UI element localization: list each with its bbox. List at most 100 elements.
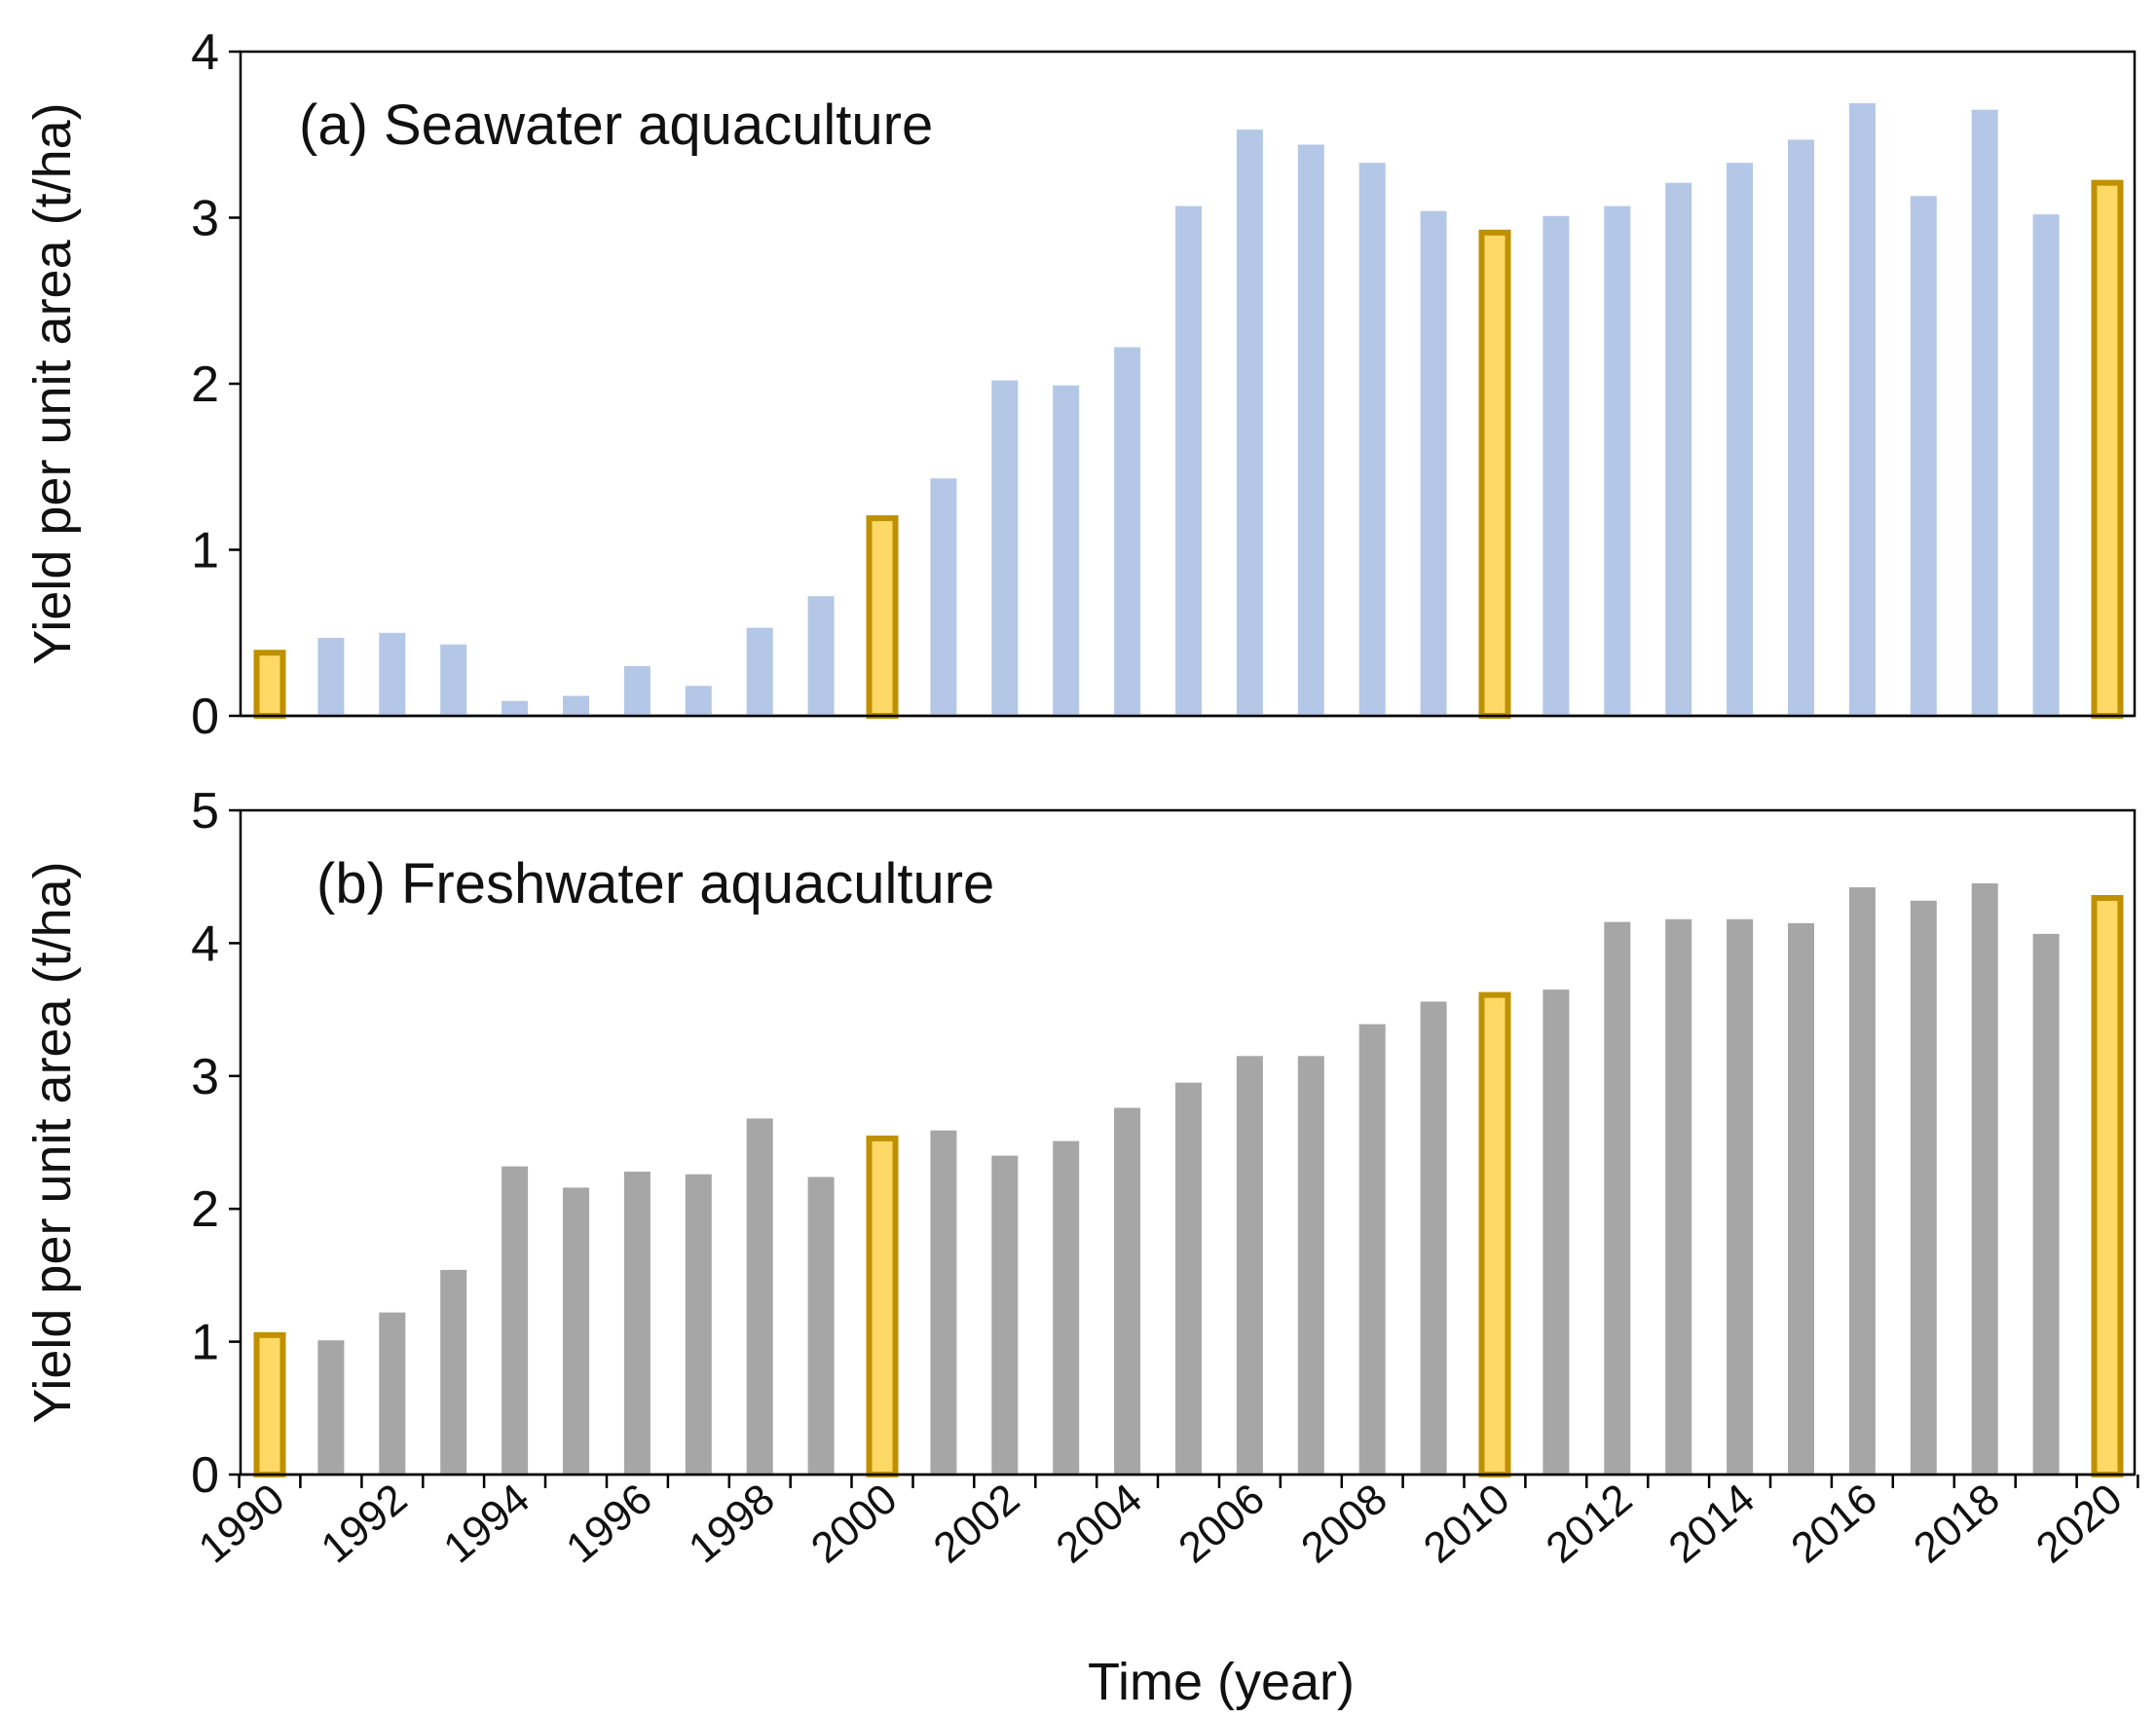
seawater-y-tick-label-2: 2 <box>191 356 219 413</box>
freshwater-bar-2009 <box>1420 1001 1447 1475</box>
seawater-bar-1991 <box>317 637 345 716</box>
freshwater-bar-2000 <box>866 1135 899 1478</box>
freshwater-bar-2013 <box>1665 918 1692 1475</box>
freshwater-bar-1990 <box>253 1331 286 1478</box>
freshwater-y-tick-label-4: 4 <box>191 916 219 972</box>
seawater-y-tick-label-3: 3 <box>191 191 219 247</box>
seawater-bar-2005 <box>1175 206 1202 717</box>
x-tick-label-2018: 2018 <box>1905 1475 2008 1572</box>
x-tick-label-1996: 1996 <box>557 1475 660 1572</box>
x-tick-label-2006: 2006 <box>1170 1475 1273 1572</box>
seawater-bar-1999 <box>807 596 835 716</box>
seawater-bar-1996 <box>623 665 651 716</box>
seawater-bar-2004 <box>1114 347 1141 716</box>
freshwater-bar-2002 <box>991 1155 1019 1475</box>
freshwater-bar-2017 <box>1910 900 1937 1475</box>
seawater-bar-1998 <box>746 627 773 716</box>
seawater-bar-2018 <box>1971 109 1998 716</box>
freshwater-bar-1996 <box>623 1172 651 1475</box>
seawater-y-ticks: 0 1 2 3 4 <box>191 24 241 745</box>
freshwater-bar-2006 <box>1236 1056 1263 1475</box>
freshwater-y-tick-label-2: 2 <box>191 1181 219 1238</box>
freshwater-bar-2007 <box>1297 1056 1324 1475</box>
seawater-bar-2020 <box>2091 179 2124 719</box>
x-tick-label-2002: 2002 <box>925 1475 1028 1572</box>
freshwater-bar-2008 <box>1358 1024 1386 1475</box>
freshwater-bars <box>253 883 2124 1478</box>
freshwater-panel-title: (b) Freshwater aquaculture <box>316 852 994 916</box>
x-tick-label-2004: 2004 <box>1048 1475 1151 1572</box>
freshwater-bar-1999 <box>807 1177 835 1475</box>
freshwater-bar-2003 <box>1053 1140 1080 1475</box>
seawater-bar-2010 <box>1478 229 1511 720</box>
freshwater-bar-2010 <box>1478 991 1511 1477</box>
freshwater-y-tick-label-3: 3 <box>191 1049 219 1105</box>
seawater-bar-2017 <box>1910 196 1937 717</box>
x-tick-label-2008: 2008 <box>1292 1475 1395 1572</box>
x-tick-label-2010: 2010 <box>1415 1475 1518 1572</box>
seawater-bar-2016 <box>1848 102 1876 716</box>
x-axis-title: Time (year) <box>1088 1653 1355 1711</box>
freshwater-x-ticks: 1990 1992 1994 1996 1998 2000 2002 2004 2006 2008… <box>190 1475 2139 1573</box>
freshwater-bar-2015 <box>1788 922 1814 1475</box>
freshwater-bar-2014 <box>1727 918 1754 1475</box>
x-tick-label-2000: 2000 <box>802 1475 906 1572</box>
seawater-bar-1997 <box>685 686 712 716</box>
x-tick-label-1992: 1992 <box>313 1475 416 1572</box>
seawater-bar-2000 <box>866 515 899 719</box>
freshwater-panel: 0 1 2 3 4 5 1990 1992 1994 1996 1998 2000 2002 2004 2… <box>23 783 2139 1711</box>
x-tick-label-1998: 1998 <box>680 1475 783 1572</box>
seawater-bar-2006 <box>1236 130 1263 717</box>
x-tick-label-1994: 1994 <box>435 1475 539 1572</box>
seawater-bar-2008 <box>1358 163 1386 716</box>
seawater-y-tick-label-0: 0 <box>191 689 219 745</box>
x-tick-label-2012: 2012 <box>1538 1475 1641 1572</box>
x-tick-label-2016: 2016 <box>1782 1475 1885 1572</box>
seawater-y-tick-label-1: 1 <box>191 523 219 579</box>
freshwater-bar-2011 <box>1543 990 1570 1475</box>
freshwater-bar-2005 <box>1175 1082 1202 1475</box>
freshwater-bar-2018 <box>1971 883 1998 1475</box>
seawater-bars <box>253 102 2124 720</box>
seawater-bar-1990 <box>253 650 286 720</box>
freshwater-bar-2001 <box>930 1130 957 1475</box>
seawater-bar-1994 <box>502 700 529 716</box>
freshwater-y-axis-title: Yield per unit area (t/ha) <box>23 861 82 1423</box>
freshwater-bar-1991 <box>317 1340 345 1475</box>
seawater-bar-1993 <box>440 644 467 716</box>
seawater-bar-2013 <box>1665 182 1692 716</box>
seawater-bar-2012 <box>1604 206 1631 717</box>
seawater-bar-1992 <box>379 632 406 717</box>
freshwater-bar-2016 <box>1848 887 1876 1475</box>
freshwater-bar-1997 <box>685 1174 712 1475</box>
seawater-y-axis-title: Yield per unit area (t/ha) <box>23 102 82 664</box>
freshwater-bar-2004 <box>1114 1107 1141 1475</box>
seawater-bar-2002 <box>991 380 1019 716</box>
seawater-panel-title: (a) Seawater aquaculture <box>299 93 933 157</box>
freshwater-bar-1995 <box>563 1187 589 1475</box>
freshwater-bar-2012 <box>1604 921 1631 1475</box>
x-tick-label-2014: 2014 <box>1660 1475 1764 1572</box>
seawater-bar-2011 <box>1543 215 1570 717</box>
freshwater-bar-2019 <box>2032 933 2060 1475</box>
seawater-panel: 0 1 2 3 4 (a) Seawater aquaculture Yield per… <box>23 24 2137 745</box>
seawater-y-tick-label-4: 4 <box>191 24 219 81</box>
seawater-bar-2015 <box>1788 139 1814 716</box>
seawater-bar-2001 <box>930 478 957 716</box>
seawater-bar-1995 <box>563 695 589 716</box>
freshwater-y-tick-label-5: 5 <box>191 783 219 840</box>
freshwater-y-tick-label-0: 0 <box>191 1447 219 1504</box>
freshwater-y-ticks: 0 1 2 3 4 5 <box>191 783 241 1504</box>
x-tick-label-2020: 2020 <box>2027 1475 2131 1572</box>
seawater-bar-2014 <box>1727 163 1754 716</box>
freshwater-bar-2020 <box>2091 895 2124 1477</box>
freshwater-y-tick-label-1: 1 <box>191 1315 219 1371</box>
freshwater-bar-1993 <box>440 1269 467 1475</box>
freshwater-bar-1992 <box>379 1312 406 1475</box>
seawater-bar-2019 <box>2032 214 2060 717</box>
seawater-bar-2003 <box>1053 385 1080 716</box>
freshwater-bar-1994 <box>502 1166 529 1475</box>
freshwater-bar-1998 <box>746 1118 773 1475</box>
seawater-bar-2009 <box>1420 210 1447 716</box>
